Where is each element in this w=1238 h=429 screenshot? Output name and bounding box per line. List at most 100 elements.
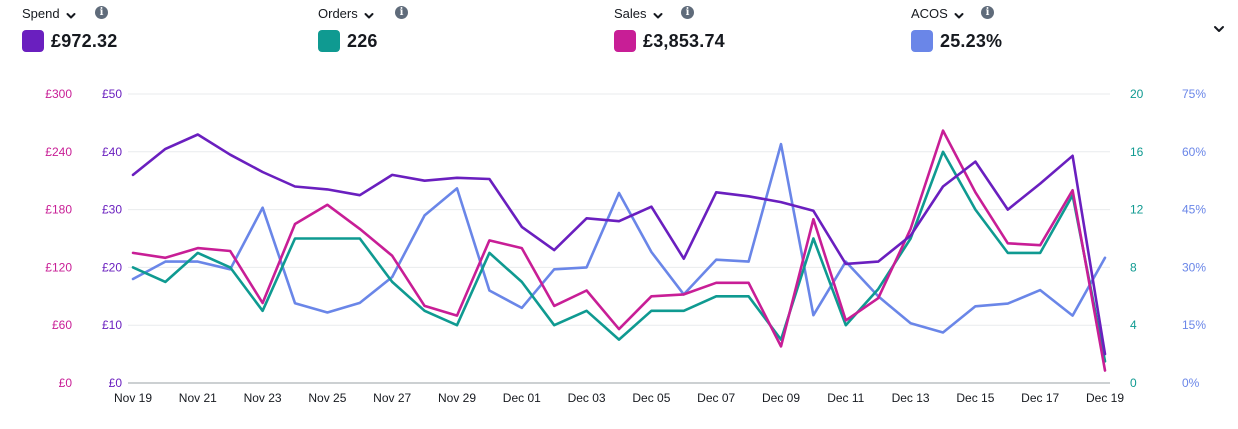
- info-icon[interactable]: i: [681, 6, 694, 19]
- collapse-chevron-icon[interactable]: [1212, 22, 1226, 36]
- data-point-orders: [845, 324, 847, 326]
- data-point-sales: [618, 328, 620, 330]
- metric-value: £972.32: [51, 30, 118, 51]
- orders-axis-tick-label: 20: [1130, 87, 1144, 101]
- data-point-spend: [683, 257, 685, 260]
- data-point-sales: [877, 297, 879, 299]
- metric-spend: Spend £972.32: [22, 4, 117, 52]
- data-point-spend: [747, 195, 750, 198]
- data-point-sales: [1104, 369, 1106, 372]
- acos-axis-tick-label: 75%: [1182, 87, 1206, 101]
- data-point-sales: [294, 223, 296, 225]
- data-point-acos: [812, 314, 815, 316]
- data-point-acos: [747, 260, 750, 263]
- data-point-sales: [553, 305, 555, 307]
- data-point-orders: [423, 310, 426, 312]
- x-axis-tick-label: Dec 19: [1086, 391, 1124, 405]
- data-point-spend: [423, 179, 426, 182]
- series-line-acos[interactable]: [131, 142, 1107, 334]
- data-point-sales: [164, 257, 167, 259]
- data-point-sales: [747, 282, 750, 284]
- data-point-orders: [164, 281, 167, 283]
- orders-axis-tick-label: 0: [1130, 376, 1137, 390]
- data-point-orders: [650, 310, 653, 312]
- data-point-sales: [197, 247, 199, 249]
- info-icon[interactable]: i: [95, 6, 108, 19]
- chevron-down-icon[interactable]: [364, 8, 374, 19]
- data-point-sales: [715, 282, 717, 284]
- metric-value-row: 226: [318, 30, 378, 52]
- data-point-sales: [909, 228, 912, 230]
- data-point-sales: [423, 305, 426, 307]
- metric-value-row: 25.23%: [911, 30, 1002, 52]
- data-point-sales: [229, 250, 231, 252]
- metric-name[interactable]: Spend: [22, 5, 60, 21]
- metric-selector-acos[interactable]: ACOS: [911, 4, 1002, 22]
- data-point-sales: [488, 239, 491, 242]
- data-point-orders: [521, 281, 523, 283]
- series-line-spend[interactable]: [131, 133, 1107, 356]
- data-point-acos: [715, 258, 717, 261]
- data-point-sales: [456, 314, 458, 317]
- metric-selector-orders[interactable]: Orders: [318, 4, 378, 22]
- metric-selector-sales[interactable]: Sales: [614, 4, 725, 22]
- info-icon[interactable]: i: [395, 6, 408, 19]
- chevron-down-icon[interactable]: [954, 8, 964, 19]
- data-point-acos: [197, 260, 199, 263]
- chevron-down-icon[interactable]: [653, 8, 663, 19]
- data-point-acos: [585, 266, 588, 269]
- data-point-acos: [618, 192, 620, 194]
- data-point-orders: [715, 295, 717, 298]
- data-point-spend: [618, 220, 620, 222]
- metric-color-toggle[interactable]: [318, 30, 340, 52]
- chevron-down-icon[interactable]: [66, 8, 76, 19]
- metric-orders: Orders 226: [318, 4, 378, 52]
- data-point-orders: [488, 252, 491, 254]
- data-point-acos: [294, 302, 296, 304]
- x-axis: Nov 19 Nov 21 Nov 23 Nov 25 Nov 27 Nov 29 Dec …: [114, 391, 1124, 405]
- acos-axis-tick-label: 30%: [1182, 260, 1206, 274]
- data-point-spend: [845, 263, 847, 265]
- metric-color-toggle[interactable]: [614, 30, 636, 52]
- info-icon[interactable]: i: [981, 6, 994, 19]
- data-point-acos: [391, 276, 394, 278]
- metric-color-toggle[interactable]: [22, 30, 44, 52]
- spend-axis-tick-label: £10: [102, 318, 122, 332]
- data-point-orders: [456, 324, 458, 326]
- data-point-sales: [326, 204, 329, 206]
- data-point-spend: [521, 226, 523, 228]
- data-point-orders: [747, 295, 750, 298]
- data-point-spend: [197, 133, 199, 136]
- metric-color-toggle[interactable]: [911, 30, 933, 52]
- data-point-spend: [812, 210, 815, 212]
- data-point-spend: [909, 234, 912, 237]
- acos-axis-tick-label: 45%: [1182, 203, 1206, 217]
- data-point-acos: [423, 214, 426, 217]
- metric-value-row: £3,853.74: [614, 30, 725, 52]
- data-point-spend: [261, 171, 264, 173]
- metric-value: 226: [347, 30, 378, 51]
- x-axis-tick-label: Dec 11: [827, 391, 864, 405]
- metric-selector-spend[interactable]: Spend: [22, 4, 117, 22]
- metric-name[interactable]: Orders: [318, 5, 358, 21]
- y-axes: £0 £60 £120 £180 £240 £300 £0 £10 £20 £30 £40 £50 0 4…: [45, 87, 1206, 390]
- data-point-sales: [1039, 244, 1041, 246]
- data-point-orders: [909, 237, 912, 240]
- data-point-spend: [1071, 155, 1074, 157]
- data-point-acos: [650, 251, 653, 253]
- sales-axis-tick-label: £240: [45, 145, 72, 159]
- metric-value: 25.23%: [940, 30, 1003, 51]
- data-point-orders: [1039, 252, 1041, 254]
- metric-name[interactable]: ACOS: [911, 5, 948, 21]
- data-point-spend: [294, 185, 296, 188]
- metric-name[interactable]: Sales: [614, 5, 647, 21]
- orders-axis-tick-label: 4: [1130, 318, 1137, 332]
- data-point-sales: [585, 289, 588, 292]
- orders-axis-tick-label: 16: [1130, 145, 1144, 159]
- data-point-orders: [132, 266, 134, 269]
- data-point-orders: [618, 338, 620, 341]
- series-line-sales[interactable]: [131, 129, 1107, 372]
- data-point-acos: [326, 311, 329, 314]
- orders-axis-tick-label: 8: [1130, 260, 1137, 274]
- acos-axis-tick-label: 0%: [1182, 376, 1200, 390]
